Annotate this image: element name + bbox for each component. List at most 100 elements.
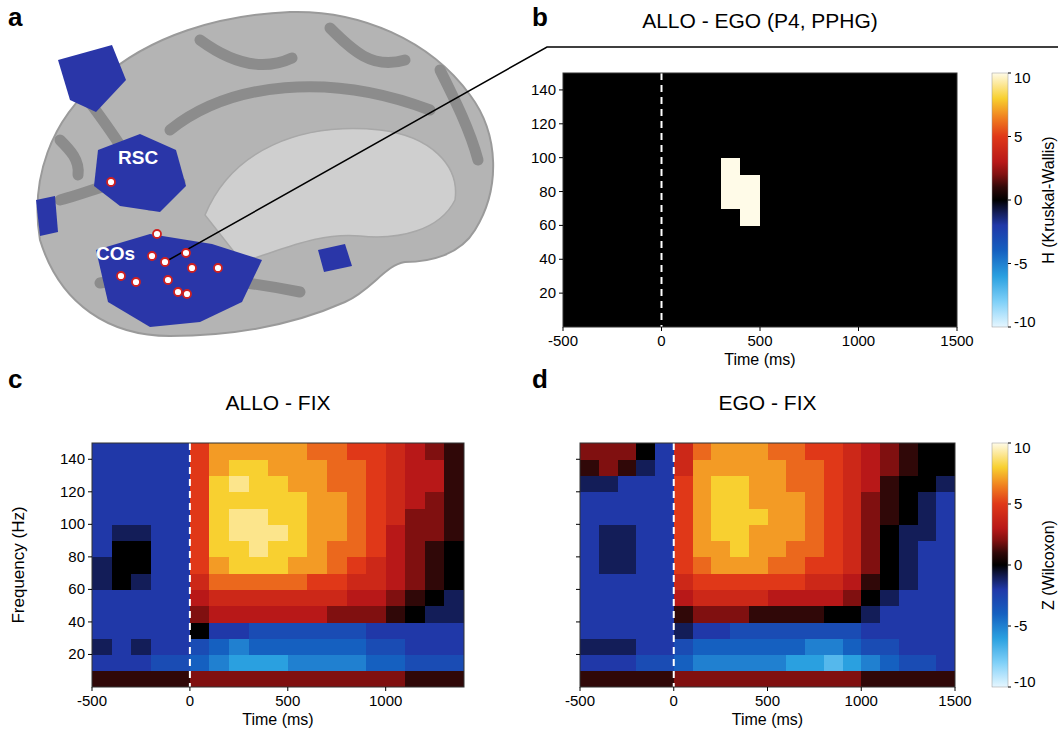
heatmap-cell [768, 638, 787, 655]
heatmap-cell [366, 638, 386, 655]
heatmap-cell [405, 508, 425, 525]
heatmap-cell [425, 589, 445, 606]
heatmap-cell [636, 557, 655, 574]
heatmap-cell [366, 671, 386, 687]
heatmap-cell [898, 192, 918, 210]
heatmap-cell [268, 573, 288, 590]
heatmap-cell [693, 492, 712, 509]
heatmap-cell [711, 443, 730, 460]
heatmap-cell [681, 310, 701, 327]
heatmap-cell [721, 208, 741, 226]
heatmap-cell [386, 573, 406, 590]
heatmap-cell [307, 606, 327, 623]
heatmap-cell [839, 158, 859, 176]
heatmap-cell [681, 73, 701, 91]
heatmap-cell [112, 508, 132, 525]
heatmap-cell [151, 524, 171, 541]
heatmap-cell [843, 443, 862, 460]
heatmap-cell [780, 259, 800, 277]
panel-letter: c [8, 364, 22, 394]
heatmap-cell [249, 508, 269, 525]
heatmap-cell [880, 557, 899, 574]
heatmap-cell [843, 508, 862, 525]
heatmap-cell [580, 671, 599, 687]
heatmap-cell [937, 141, 957, 159]
heatmap-cell [859, 293, 879, 311]
heatmap-cell [636, 476, 655, 493]
heatmap-cell [843, 541, 862, 558]
heatmap-cell [190, 671, 210, 687]
heatmap-cell [749, 492, 768, 509]
y-tick-label: 40 [68, 613, 85, 630]
heatmap-cell [839, 141, 859, 159]
electrode [161, 258, 169, 266]
heatmap-cell [839, 90, 859, 108]
heatmap-cell [602, 175, 622, 193]
colorbar-tick-label: 0 [1014, 556, 1022, 573]
heatmap-cell [662, 90, 682, 108]
heatmap-cell [307, 573, 327, 590]
heatmap-cell [824, 654, 843, 671]
heatmap-cell [918, 192, 938, 210]
heatmap-cell [878, 124, 898, 142]
y-tick [576, 556, 580, 557]
heatmap-cell [937, 124, 957, 142]
heatmap-cell [730, 573, 749, 590]
heatmap-cell [642, 225, 662, 243]
heatmap-cell [386, 671, 406, 687]
heatmap-cell [288, 638, 308, 655]
heatmap-cell [425, 476, 445, 493]
heatmap-cell [786, 671, 805, 687]
y-tick [88, 524, 92, 525]
y-tick [559, 123, 563, 124]
heatmap-cell [580, 606, 599, 623]
colorbar-tick-label: -10 [1014, 673, 1036, 690]
heatmap-cell [209, 654, 229, 671]
y-tick [88, 459, 92, 460]
x-tick [957, 327, 958, 331]
heatmap-cell [674, 459, 693, 476]
heatmap-cell [563, 192, 583, 210]
y-tick-label: 20 [539, 284, 556, 301]
heatmap-cell [327, 476, 347, 493]
heatmap-cell [861, 622, 880, 639]
x-tick-label: 0 [670, 692, 678, 709]
heatmap-cell [701, 90, 721, 108]
heatmap-cell [721, 175, 741, 193]
electrode [182, 249, 190, 257]
heatmap-cell [92, 541, 112, 558]
heatmap-cell [843, 524, 862, 541]
heatmap-cell [583, 124, 603, 142]
heatmap-cell [386, 622, 406, 639]
heatmap-cell [642, 192, 662, 210]
heatmap-cell [655, 508, 674, 525]
heatmap-cell [711, 492, 730, 509]
heatmap-cell [386, 443, 406, 460]
heatmap-cell [444, 671, 464, 687]
heatmap-cell [786, 476, 805, 493]
heatmap-cell [918, 259, 938, 277]
heatmap-cell [786, 638, 805, 655]
heatmap-cell [599, 622, 618, 639]
heatmap-cell [151, 573, 171, 590]
heatmap-cell [898, 225, 918, 243]
heatmap-cell [918, 107, 938, 125]
heatmap-cell [655, 638, 674, 655]
heatmap-cell [583, 192, 603, 210]
heatmap-cell [878, 73, 898, 91]
heatmap-cell [307, 508, 327, 525]
colorbar-tick [1008, 565, 1011, 566]
heatmap-cell [880, 654, 899, 671]
heatmap-cell [760, 259, 780, 277]
heatmap-cell [760, 242, 780, 260]
y-tick-label: 120 [60, 483, 85, 500]
heatmap-cell [151, 557, 171, 574]
heatmap-cell [711, 557, 730, 574]
heatmap-cell [425, 622, 445, 639]
heatmap-cell [618, 508, 637, 525]
heatmap-cell [839, 107, 859, 125]
heatmap-cell [768, 541, 787, 558]
heatmap-cell [622, 107, 642, 125]
heatmap-cell [642, 276, 662, 294]
x-tick [673, 687, 674, 691]
